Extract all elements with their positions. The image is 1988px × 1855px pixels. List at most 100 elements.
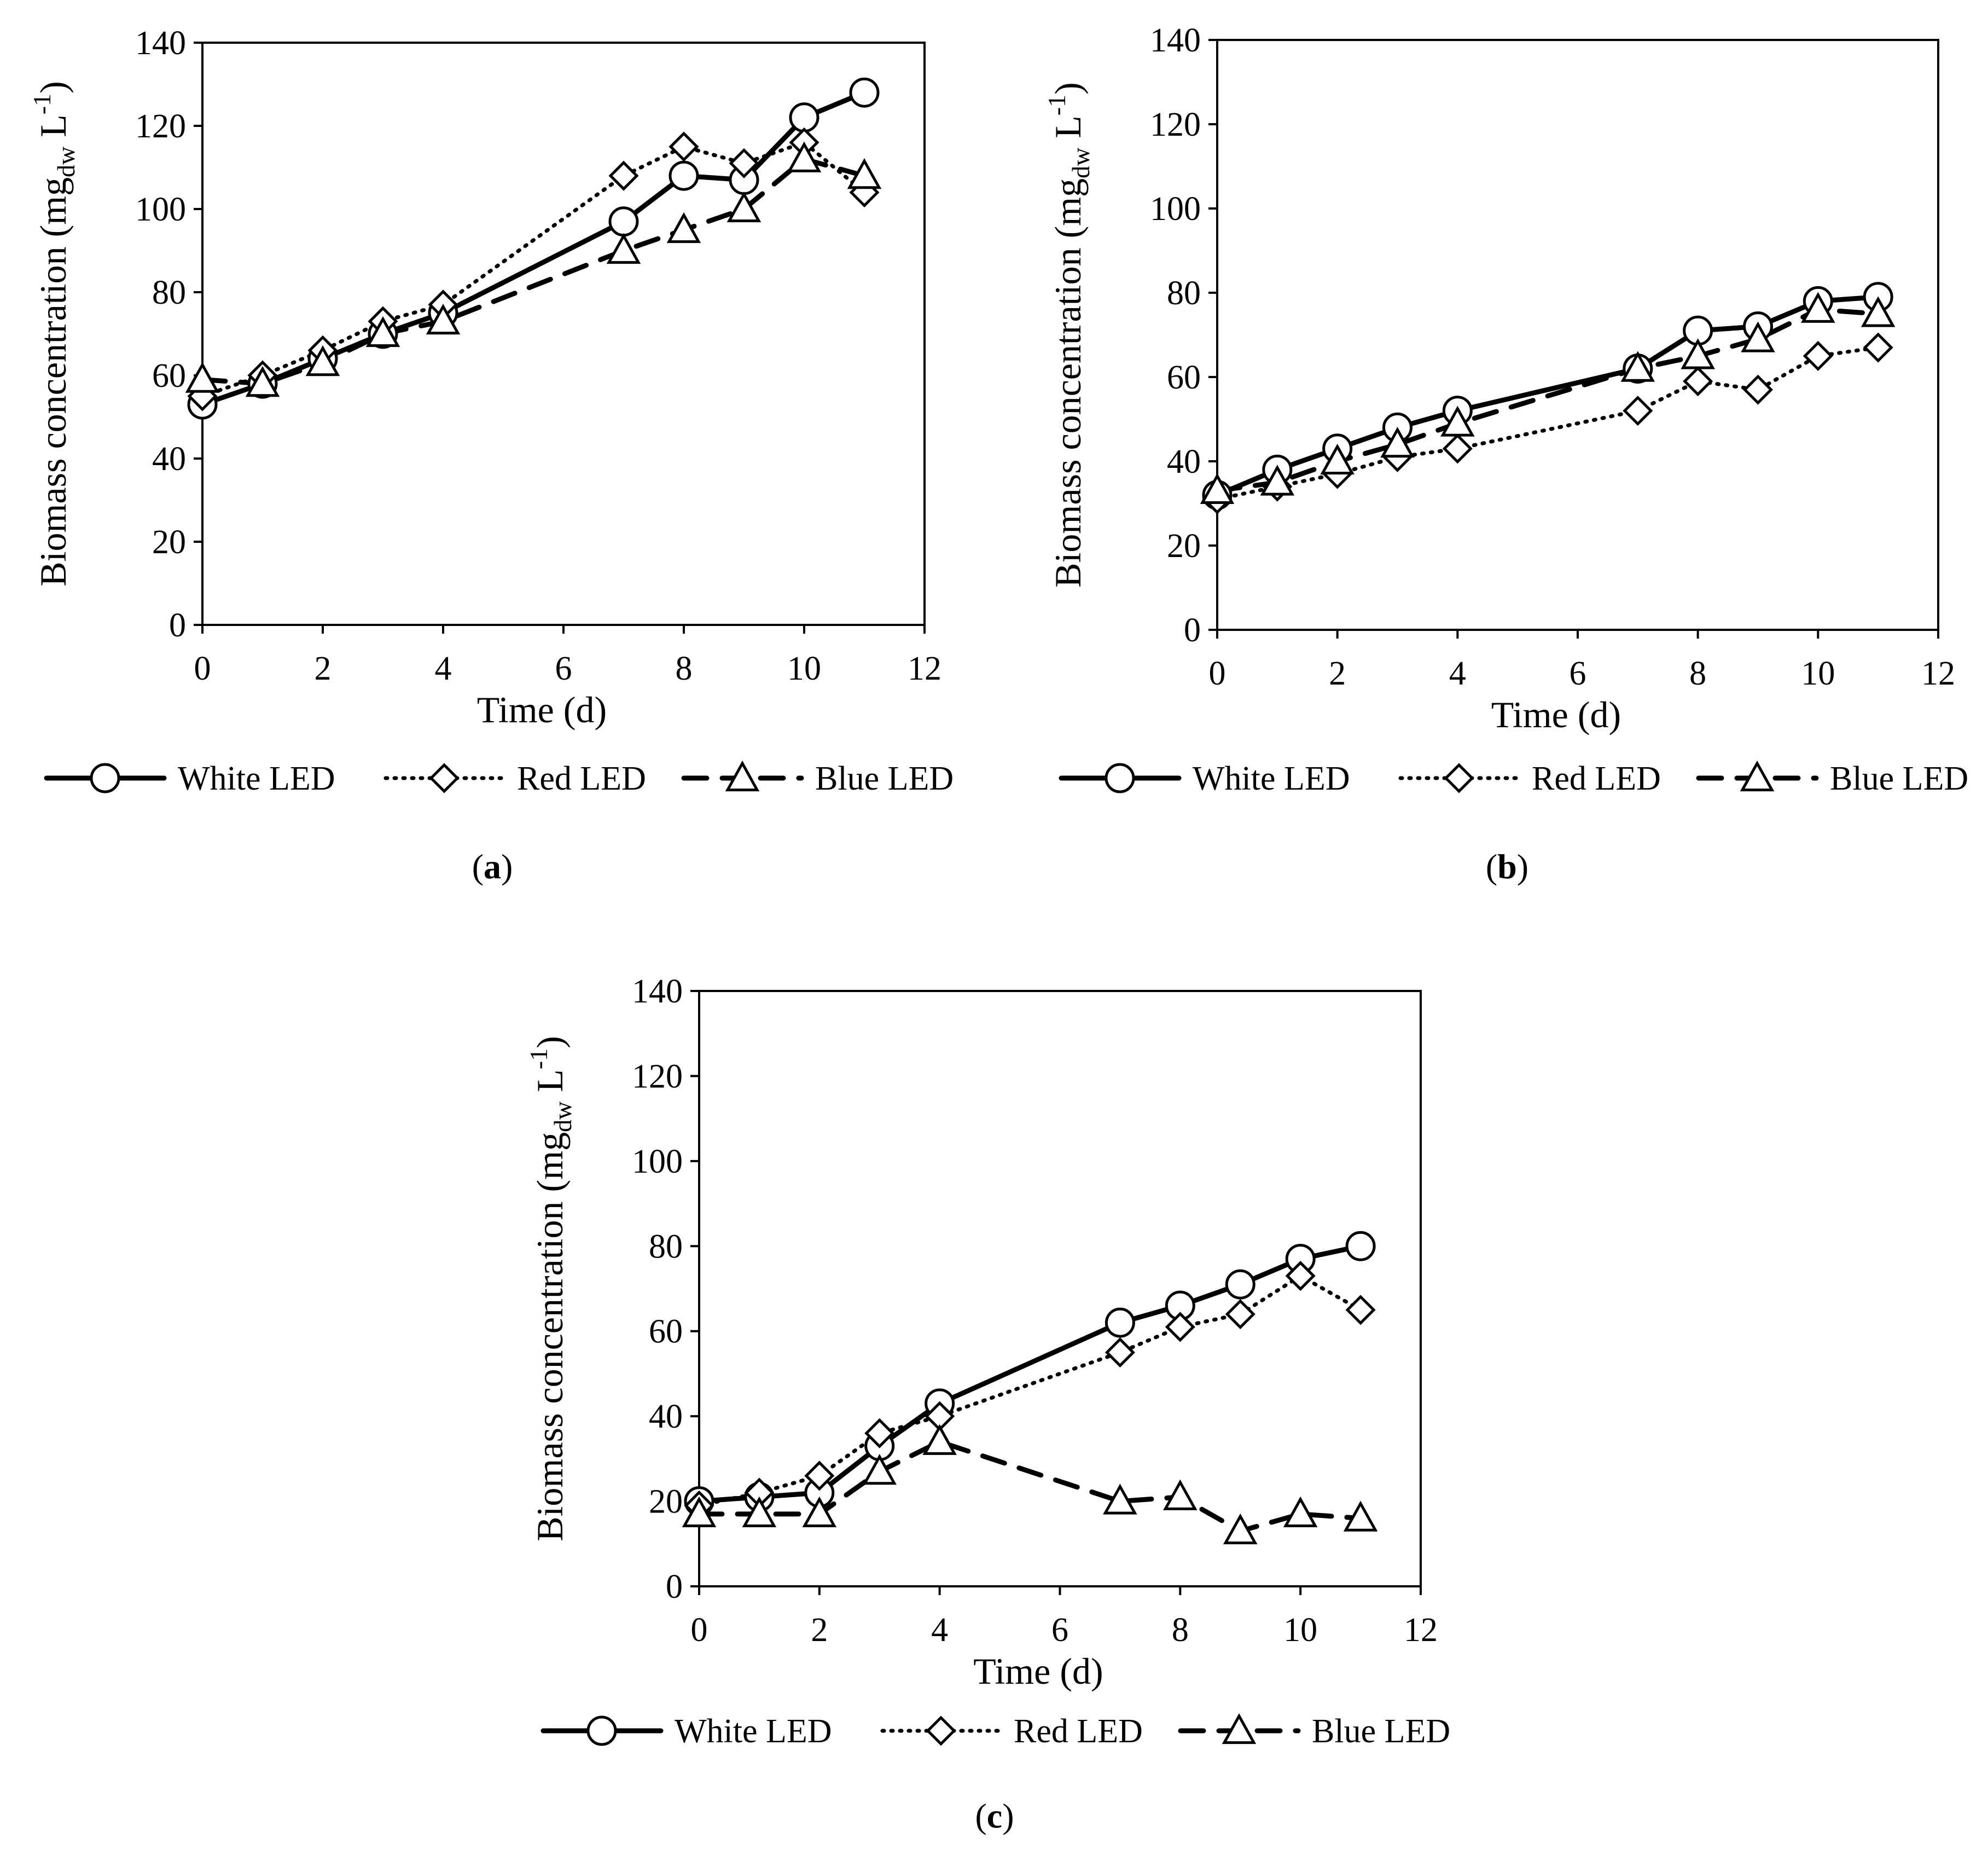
data-point-blue-led bbox=[1620, 351, 1655, 382]
y-tick-label: 20 bbox=[1167, 527, 1201, 565]
y-tick-label: 140 bbox=[1150, 22, 1201, 59]
x-tick-label: 4 bbox=[435, 650, 452, 687]
x-tick-label: 0 bbox=[194, 650, 211, 687]
y-tick-label: 100 bbox=[1150, 190, 1201, 228]
panel-label-letter: a bbox=[484, 847, 501, 886]
x-tick-label: 4 bbox=[1449, 655, 1466, 692]
x-axis-label: Time (d) bbox=[1491, 694, 1621, 735]
data-point-blue-led bbox=[726, 191, 762, 223]
legend-marker-white-led bbox=[90, 763, 120, 793]
x-tick-label: 10 bbox=[1801, 655, 1835, 692]
data-point-blue-led bbox=[682, 1496, 717, 1527]
data-point-blue-led bbox=[1681, 338, 1715, 369]
y-axis-label: Biomass concentration (mgdw L-1) bbox=[28, 81, 80, 587]
panel-label-paren: ) bbox=[1002, 1796, 1014, 1835]
y-tick-label: 40 bbox=[1167, 443, 1201, 480]
x-tick-label: 4 bbox=[931, 1611, 948, 1649]
y-tick-label: 120 bbox=[135, 108, 186, 145]
panel-label-letter: c bbox=[987, 1796, 1002, 1835]
data-point-blue-led bbox=[1380, 427, 1415, 458]
y-axis-label-part: Biomass concentration (mg bbox=[1047, 178, 1089, 588]
y-axis-label: Biomass concentration (mgdw L-1) bbox=[525, 1036, 577, 1541]
data-point-white-led bbox=[1225, 1269, 1255, 1300]
legend-marker-red-led bbox=[1444, 763, 1474, 793]
y-tick-label: 100 bbox=[135, 191, 186, 228]
data-point-red-led bbox=[1345, 1295, 1376, 1325]
y-axis-label-part: ) bbox=[32, 81, 74, 94]
y-tick-label: 20 bbox=[649, 1483, 683, 1521]
x-tick-label: 12 bbox=[1921, 655, 1955, 692]
series-line-blue-led bbox=[696, 1439, 1363, 1534]
x-tick-label: 6 bbox=[555, 650, 572, 687]
y-tick-label: 80 bbox=[1167, 275, 1201, 312]
y-tick-label: 40 bbox=[649, 1398, 683, 1435]
legend-marker-red-led bbox=[429, 763, 460, 793]
x-tick-label: 0 bbox=[691, 1611, 708, 1649]
y-tick-label: 140 bbox=[632, 973, 683, 1010]
legend-marker-red-led bbox=[926, 1715, 956, 1746]
data-point-white-led bbox=[608, 206, 639, 237]
x-tick-label: 8 bbox=[1172, 1611, 1189, 1649]
chart-panel-a: 0 20 40 60 80 100 120 140 0 2 4 6 8 10 12 Time (d) Bioma… bbox=[28, 25, 954, 886]
x-tick-label: 8 bbox=[676, 650, 693, 687]
x-tick-label: 2 bbox=[811, 1611, 828, 1649]
x-axis-label: Time (d) bbox=[477, 689, 607, 731]
series-line-red-led bbox=[1215, 345, 1880, 501]
x-tick-label: 10 bbox=[1283, 1611, 1317, 1649]
legend-label-white-led: White LED bbox=[1193, 760, 1350, 797]
panel-label-paren: ( bbox=[975, 1796, 986, 1835]
y-axis-label-part: Biomass concentration (mg bbox=[32, 177, 74, 587]
data-point-blue-led bbox=[1801, 292, 1835, 323]
y-axis-label-part: ) bbox=[1047, 82, 1089, 95]
x-tick-label: 12 bbox=[908, 650, 941, 687]
data-point-blue-led bbox=[742, 1496, 777, 1527]
legend-label-blue-led: Blue LED bbox=[815, 760, 954, 797]
y-tick-label: 60 bbox=[1167, 359, 1201, 396]
data-point-red-led bbox=[1105, 1337, 1135, 1368]
data-point-white-led bbox=[789, 102, 819, 133]
x-tick-label: 0 bbox=[1209, 655, 1226, 692]
x-axis-label: Time (d) bbox=[973, 1650, 1103, 1692]
legend-marker-blue-led bbox=[1740, 760, 1775, 792]
data-point-red-led bbox=[1803, 340, 1833, 372]
series-line-white-led bbox=[1214, 294, 1881, 498]
data-point-white-led bbox=[669, 160, 699, 191]
series-line-blue-led bbox=[200, 156, 867, 386]
data-point-blue-led bbox=[365, 316, 400, 347]
y-tick-label: 40 bbox=[152, 440, 186, 478]
y-tick-label: 80 bbox=[649, 1228, 683, 1265]
data-point-blue-led bbox=[1741, 321, 1775, 352]
y-axis-label-part: -1 bbox=[1043, 95, 1071, 115]
data-point-red-led bbox=[729, 148, 759, 178]
data-point-red-led bbox=[669, 131, 699, 162]
data-point-red-led bbox=[1165, 1312, 1195, 1342]
y-axis-label-part: L bbox=[529, 1069, 571, 1102]
y-tick-label: 0 bbox=[1184, 612, 1201, 649]
data-point-blue-led bbox=[847, 158, 882, 189]
data-point-red-led bbox=[804, 1460, 835, 1491]
panel-label-paren: ( bbox=[1486, 847, 1497, 886]
data-point-blue-led bbox=[1223, 1513, 1258, 1545]
data-point-red-led bbox=[1623, 396, 1653, 426]
panel-label-c: (c) bbox=[975, 1796, 1014, 1835]
panel-label-paren: ) bbox=[501, 847, 513, 886]
legend-label-red-led: Red LED bbox=[517, 760, 646, 797]
legend-marker-blue-led bbox=[1222, 1713, 1257, 1744]
data-point-blue-led bbox=[245, 366, 280, 397]
data-point-white-led bbox=[1345, 1231, 1376, 1261]
data-point-white-led bbox=[849, 77, 880, 108]
legend-marker-white-led bbox=[586, 1715, 617, 1746]
data-point-blue-led bbox=[1260, 465, 1295, 496]
legend-marker-white-led bbox=[1105, 763, 1135, 793]
series-line-white-led bbox=[696, 1243, 1363, 1504]
legend-label-white-led: White LED bbox=[675, 1713, 832, 1750]
series-line-red-led bbox=[697, 1274, 1363, 1508]
data-point-blue-led bbox=[1103, 1483, 1137, 1515]
y-axis-label-part: Biomass concentration (mg bbox=[529, 1132, 571, 1541]
x-tick-label: 8 bbox=[1689, 655, 1706, 692]
y-axis-label-part: dw bbox=[549, 1101, 577, 1132]
plot-frame bbox=[201, 42, 926, 626]
data-point-red-led bbox=[608, 160, 639, 191]
y-tick-label: 20 bbox=[152, 524, 186, 561]
